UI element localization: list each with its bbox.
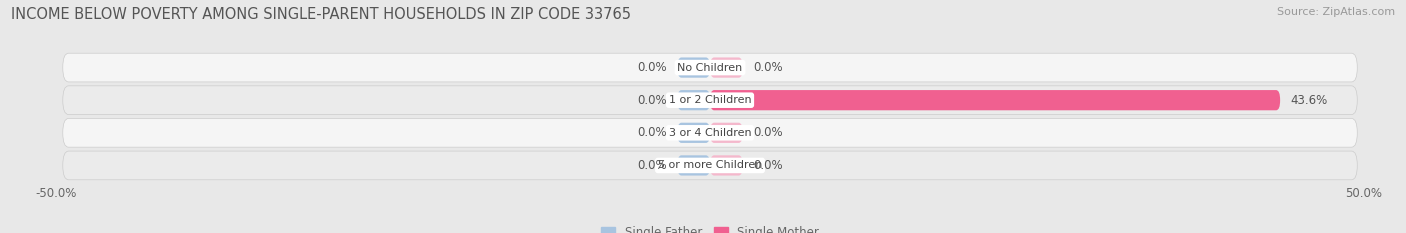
FancyBboxPatch shape [678,123,710,143]
Text: 0.0%: 0.0% [637,94,666,107]
Text: 0.0%: 0.0% [637,61,666,74]
Legend: Single Father, Single Mother: Single Father, Single Mother [596,221,824,233]
FancyBboxPatch shape [710,90,1279,110]
FancyBboxPatch shape [710,123,742,143]
Text: Source: ZipAtlas.com: Source: ZipAtlas.com [1277,7,1395,17]
Text: 1 or 2 Children: 1 or 2 Children [669,95,751,105]
FancyBboxPatch shape [63,118,1357,147]
Text: 3 or 4 Children: 3 or 4 Children [669,128,751,138]
Text: 0.0%: 0.0% [637,126,666,139]
FancyBboxPatch shape [710,155,742,175]
FancyBboxPatch shape [63,86,1357,115]
FancyBboxPatch shape [678,58,710,78]
FancyBboxPatch shape [63,151,1357,180]
Text: 43.6%: 43.6% [1291,94,1327,107]
FancyBboxPatch shape [63,53,1357,82]
Text: 0.0%: 0.0% [754,61,783,74]
Text: 0.0%: 0.0% [637,159,666,172]
FancyBboxPatch shape [678,90,710,110]
Text: INCOME BELOW POVERTY AMONG SINGLE-PARENT HOUSEHOLDS IN ZIP CODE 33765: INCOME BELOW POVERTY AMONG SINGLE-PARENT… [11,7,631,22]
Text: No Children: No Children [678,63,742,72]
FancyBboxPatch shape [710,58,742,78]
FancyBboxPatch shape [678,155,710,175]
Text: 0.0%: 0.0% [754,126,783,139]
Text: 0.0%: 0.0% [754,159,783,172]
Text: 5 or more Children: 5 or more Children [658,161,762,170]
